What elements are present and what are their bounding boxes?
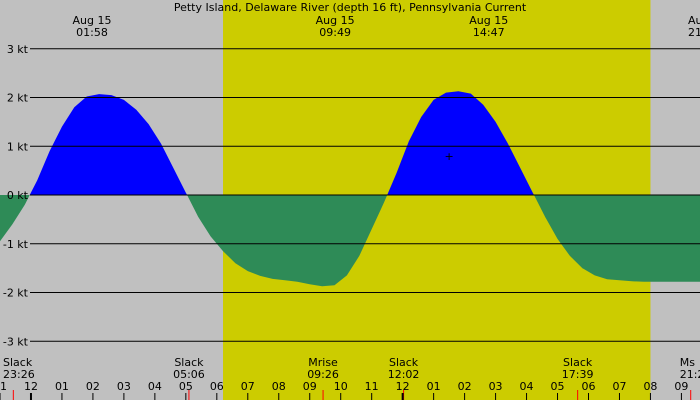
event-time: 12:02 [388,368,420,381]
top-event-date: Aug 15 [316,14,355,27]
hour-label: 05 [551,380,565,393]
now-marker-symbol: + [445,150,454,163]
event-name: Slack [174,356,204,369]
hour-label: 04 [520,380,534,393]
hour-label: 07 [612,380,626,393]
top-event-time: 14:47 [473,26,505,39]
hour-label: 06 [210,380,224,393]
hour-label: 01 [427,380,441,393]
current-areas [0,91,700,287]
y-tick-label: -1 kt [3,238,29,251]
event-time: 21:2 [680,368,700,381]
hour-label: 04 [148,380,162,393]
y-tick-label: 2 kt [7,92,29,105]
y-tick-label: -3 kt [3,335,29,348]
top-event-time: 21 [688,26,700,39]
top-event-date: Aug 15 [469,14,508,27]
hour-label: 09 [674,380,688,393]
y-tick-label: 1 kt [7,140,29,153]
hour-label: 06 [581,380,595,393]
event-time: 05:06 [173,368,205,381]
hour-label: 12 [396,380,410,393]
ebb-area-2 [187,195,388,287]
event-time: 17:39 [562,368,594,381]
hour-label: 03 [117,380,131,393]
ebb-area-4 [534,195,700,282]
event-name: Mrise [308,356,338,369]
flood-area-1 [29,94,188,195]
hour-label: 03 [489,380,503,393]
event-time: 09:26 [307,368,339,381]
hour-label: 11 [365,380,379,393]
hour-label: 02 [458,380,472,393]
hour-label: 08 [643,380,657,393]
hour-axis: 11 12 01 02 03 04 05 06 07 08 09 10 11 12 01 02 03 04 05 06… [0,380,688,400]
now-marker: + [445,150,454,163]
hour-label: 02 [86,380,100,393]
chart-title: Petty Island, Delaware River (depth 16 f… [174,1,527,14]
top-event-time: 09:49 [319,26,351,39]
bottom-event-labels: Slack23:26Slack05:06Mrise09:26Slack12:02… [3,356,700,400]
hour-label: 09 [303,380,317,393]
flood-area-3 [387,91,534,195]
ebb-area-0 [0,195,30,242]
y-tick-labels: 3 kt 2 kt 1 kt 0 kt -1 kt -2 kt -3 kt [3,43,29,349]
hour-label: 01 [55,380,69,393]
y-tick-label: 0 kt [7,189,29,202]
event-name: Slack [3,356,33,369]
hour-label: 11 [0,380,7,393]
hour-label: 05 [179,380,193,393]
gridlines [30,48,700,342]
event-name: Slack [389,356,419,369]
top-event-date: Aug 15 [688,14,700,27]
hour-label: 10 [334,380,348,393]
event-time: 23:26 [3,368,35,381]
event-name: Ms [680,356,695,369]
y-tick-label: 3 kt [7,43,29,56]
hour-label: 07 [241,380,255,393]
hour-label: 12 [24,380,38,393]
top-event-date: Aug 15 [72,14,111,27]
hour-label: 08 [272,380,286,393]
top-event-time: 01:58 [76,26,108,39]
y-tick-label: -2 kt [3,287,29,300]
event-name: Slack [563,356,593,369]
